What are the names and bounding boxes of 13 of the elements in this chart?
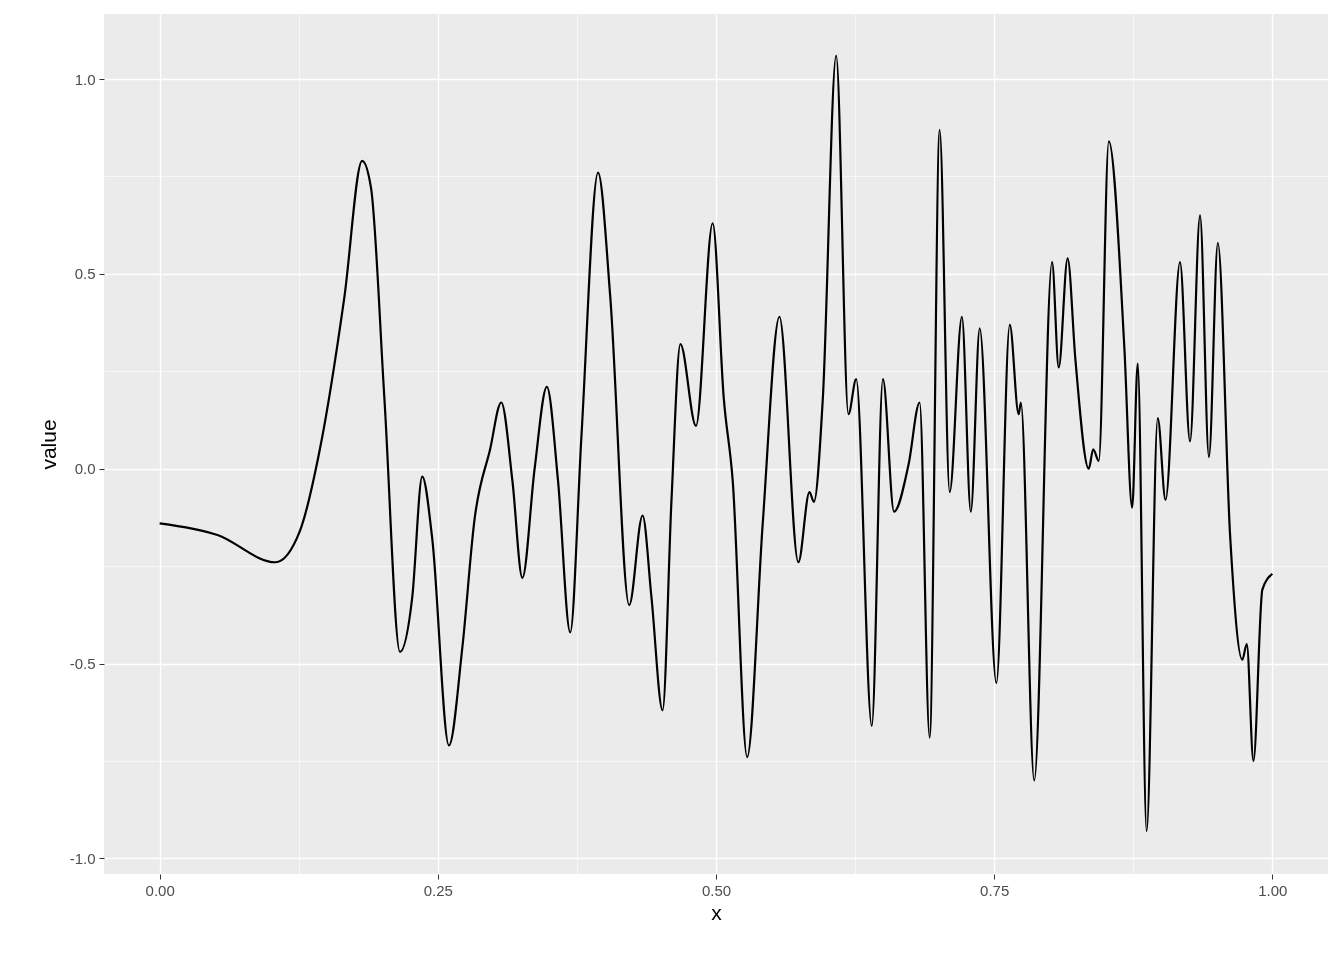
x-tick-label: 0.75 xyxy=(980,881,1010,899)
y-tick-label: 0.5 xyxy=(74,265,96,283)
x-tick-label: 0.25 xyxy=(423,881,453,899)
x-tick-label: 1.00 xyxy=(1258,881,1288,899)
x-tick-label: 0.50 xyxy=(701,881,732,899)
x-tick-label: 0.00 xyxy=(145,881,175,899)
y-tick-label: -0.5 xyxy=(69,655,96,673)
y-axis-title: value xyxy=(36,419,60,470)
y-tick-label: 1.0 xyxy=(74,70,96,88)
y-tick-label: 0.0 xyxy=(74,460,96,478)
x-axis-title: x xyxy=(711,900,723,924)
line-series xyxy=(158,54,1274,833)
y-tick-label: -1.0 xyxy=(69,849,96,867)
